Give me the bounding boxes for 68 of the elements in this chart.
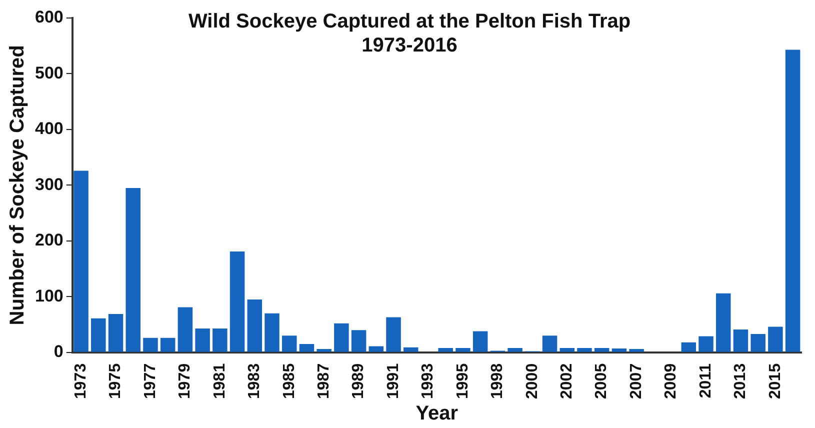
- bar: [143, 338, 158, 352]
- bar: [334, 323, 349, 352]
- x-tick-label: 1991: [384, 363, 402, 399]
- bar: [733, 330, 748, 352]
- bar: [108, 314, 124, 352]
- x-tick-label: 1983: [246, 363, 264, 399]
- bar: [768, 326, 783, 352]
- x-tick-label: 2002: [558, 363, 576, 399]
- bar: [212, 328, 228, 352]
- bar: [594, 348, 610, 352]
- bar: [629, 349, 644, 352]
- bar: [247, 299, 262, 352]
- bar: [612, 348, 627, 352]
- y-tick-label: 200: [34, 230, 64, 250]
- bar: [299, 344, 314, 352]
- bar: [178, 307, 193, 352]
- x-tick-label: 2005: [593, 363, 610, 399]
- bar: [508, 348, 522, 352]
- y-tick-label: 0: [54, 342, 64, 362]
- bar: [282, 336, 297, 352]
- y-tick-label: 500: [34, 63, 64, 82]
- bar: [542, 336, 558, 352]
- chart-title: Wild Sockeye Captured at the Pelton Fish Trap 1973-2016: [188, 10, 631, 57]
- bar: [195, 328, 210, 352]
- x-tick-label: 1981: [211, 363, 228, 399]
- x-tick-label: 2007: [628, 363, 645, 399]
- x-tick-label: 1973: [72, 363, 90, 399]
- y-tick-label: 400: [34, 119, 64, 138]
- x-tick-label: 1998: [489, 363, 506, 399]
- bar: [577, 348, 592, 352]
- x-axis-title: Year: [416, 402, 458, 425]
- x-tick-label: 2011: [697, 363, 714, 398]
- bar: [698, 336, 714, 352]
- bar: [404, 347, 418, 352]
- bar: [560, 348, 574, 352]
- bar: [785, 50, 800, 352]
- bar: [716, 293, 731, 352]
- bar: [438, 348, 453, 352]
- bar: [750, 334, 766, 352]
- x-tick-label: 2015: [766, 363, 784, 399]
- bar: [126, 188, 140, 352]
- x-tick-label: 1985: [280, 363, 298, 399]
- x-tick-label: 1975: [107, 363, 124, 399]
- bar: [456, 348, 470, 352]
- bar: [74, 170, 88, 352]
- bar: [160, 338, 176, 352]
- bar: [681, 342, 696, 352]
- x-tick-label: 1979: [176, 363, 194, 399]
- bar: [472, 331, 488, 352]
- bar: [386, 317, 401, 352]
- x-tick-label: 1989: [350, 363, 368, 399]
- y-tick-label: 300: [34, 174, 64, 194]
- x-tick-label: 1993: [420, 363, 437, 399]
- x-tick-label: 1987: [315, 363, 332, 399]
- x-tick-label: 2000: [524, 363, 541, 399]
- x-tick-label: 1995: [454, 363, 472, 399]
- bar: [264, 313, 280, 352]
- bar: [91, 318, 106, 352]
- y-tick-label: 100: [34, 286, 64, 306]
- bar: [368, 346, 384, 352]
- y-axis-title: Number of Sockeye Captured: [6, 45, 29, 326]
- bar: [316, 349, 332, 352]
- bar: [230, 252, 245, 352]
- x-tick-label: 2009: [662, 363, 680, 399]
- x-tick-label: 1977: [142, 363, 159, 399]
- y-tick-label: 600: [34, 8, 64, 27]
- bar: [351, 330, 366, 352]
- x-tick-label: 2013: [732, 363, 750, 399]
